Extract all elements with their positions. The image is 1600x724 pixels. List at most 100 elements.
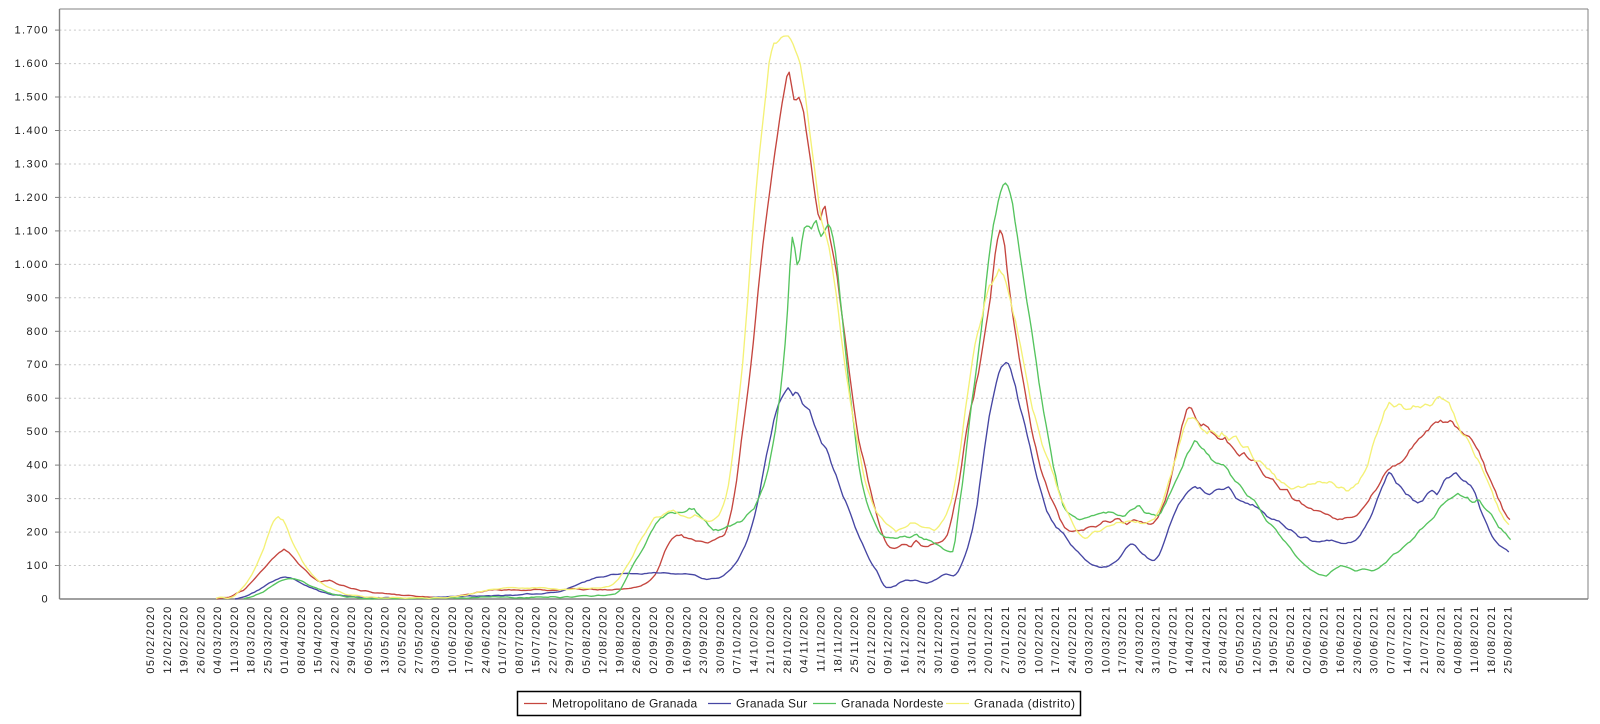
svg-text:09/06/2021: 09/06/2021: [1318, 606, 1330, 674]
svg-text:1.200: 1.200: [14, 192, 49, 204]
svg-text:11/11/2020: 11/11/2020: [816, 606, 828, 672]
svg-text:20/05/2020: 20/05/2020: [397, 606, 409, 674]
svg-text:800: 800: [26, 326, 49, 338]
svg-text:22/04/2020: 22/04/2020: [330, 606, 342, 674]
svg-text:24/03/2021: 24/03/2021: [1134, 606, 1146, 674]
svg-text:04/11/2020: 04/11/2020: [799, 606, 811, 673]
svg-text:23/09/2020: 23/09/2020: [698, 606, 710, 674]
svg-text:24/02/2021: 24/02/2021: [1067, 606, 1079, 674]
svg-text:01/07/2020: 01/07/2020: [497, 606, 509, 674]
svg-text:23/06/2021: 23/06/2021: [1352, 606, 1364, 674]
svg-text:900: 900: [26, 292, 49, 304]
svg-text:17/06/2020: 17/06/2020: [464, 606, 476, 674]
svg-text:30/09/2020: 30/09/2020: [715, 606, 727, 674]
svg-text:400: 400: [26, 460, 49, 472]
svg-text:100: 100: [26, 560, 49, 572]
svg-text:26/05/2021: 26/05/2021: [1285, 606, 1297, 674]
svg-text:29/07/2020: 29/07/2020: [564, 606, 576, 674]
svg-text:02/06/2021: 02/06/2021: [1302, 606, 1314, 674]
svg-text:21/10/2020: 21/10/2020: [765, 606, 777, 674]
svg-text:20/01/2021: 20/01/2021: [983, 606, 995, 674]
svg-text:28/07/2021: 28/07/2021: [1436, 606, 1448, 674]
svg-text:05/02/2020: 05/02/2020: [145, 606, 157, 674]
svg-text:14/10/2020: 14/10/2020: [749, 606, 761, 674]
svg-text:30/06/2021: 30/06/2021: [1369, 606, 1381, 674]
svg-text:Granada Sur: Granada Sur: [736, 697, 807, 711]
svg-text:31/03/2021: 31/03/2021: [1151, 606, 1163, 674]
svg-text:15/07/2020: 15/07/2020: [531, 606, 543, 674]
svg-text:500: 500: [26, 426, 49, 438]
svg-text:12/02/2020: 12/02/2020: [162, 606, 174, 674]
svg-text:1.700: 1.700: [14, 25, 49, 37]
svg-text:05/08/2020: 05/08/2020: [581, 606, 593, 674]
svg-text:22/07/2020: 22/07/2020: [547, 606, 559, 674]
svg-text:04/03/2020: 04/03/2020: [212, 606, 224, 674]
svg-text:16/12/2020: 16/12/2020: [899, 606, 911, 674]
svg-text:06/01/2021: 06/01/2021: [950, 606, 962, 674]
svg-text:27/05/2020: 27/05/2020: [413, 606, 425, 674]
svg-text:18/03/2020: 18/03/2020: [246, 606, 258, 674]
svg-text:17/03/2021: 17/03/2021: [1117, 606, 1129, 674]
svg-text:700: 700: [26, 359, 49, 371]
svg-text:19/08/2020: 19/08/2020: [614, 606, 626, 674]
svg-text:10/03/2021: 10/03/2021: [1100, 606, 1112, 674]
svg-text:1.500: 1.500: [14, 92, 49, 104]
svg-text:1.400: 1.400: [14, 125, 49, 137]
svg-text:03/03/2021: 03/03/2021: [1084, 606, 1096, 674]
svg-text:21/04/2021: 21/04/2021: [1201, 606, 1213, 674]
svg-text:30/12/2020: 30/12/2020: [933, 606, 945, 674]
svg-text:1.300: 1.300: [14, 159, 49, 171]
svg-text:0: 0: [41, 594, 49, 606]
svg-text:19/02/2020: 19/02/2020: [179, 606, 191, 674]
svg-text:21/07/2021: 21/07/2021: [1419, 606, 1431, 674]
svg-text:02/12/2020: 02/12/2020: [866, 606, 878, 674]
svg-text:08/04/2020: 08/04/2020: [296, 606, 308, 674]
svg-text:03/02/2021: 03/02/2021: [1017, 606, 1029, 674]
svg-text:12/05/2021: 12/05/2021: [1251, 606, 1263, 674]
svg-text:17/02/2021: 17/02/2021: [1050, 606, 1062, 674]
svg-text:24/06/2020: 24/06/2020: [480, 606, 492, 674]
svg-text:28/10/2020: 28/10/2020: [782, 606, 794, 674]
svg-text:200: 200: [26, 527, 49, 539]
svg-text:08/07/2020: 08/07/2020: [514, 606, 526, 674]
svg-text:14/07/2021: 14/07/2021: [1402, 606, 1414, 674]
svg-text:10/06/2020: 10/06/2020: [447, 606, 459, 674]
svg-text:27/01/2021: 27/01/2021: [1000, 606, 1012, 674]
svg-text:26/08/2020: 26/08/2020: [631, 606, 643, 674]
svg-text:18/08/2021: 18/08/2021: [1486, 606, 1498, 674]
svg-text:26/02/2020: 26/02/2020: [195, 606, 207, 674]
svg-text:09/09/2020: 09/09/2020: [665, 606, 677, 674]
svg-text:11/03/2020: 11/03/2020: [229, 606, 241, 673]
svg-text:25/08/2021: 25/08/2021: [1503, 606, 1515, 674]
svg-text:25/03/2020: 25/03/2020: [262, 606, 274, 674]
svg-text:11/08/2021: 11/08/2021: [1469, 606, 1481, 673]
svg-text:04/08/2021: 04/08/2021: [1452, 606, 1464, 674]
svg-text:300: 300: [26, 493, 49, 505]
svg-text:16/09/2020: 16/09/2020: [681, 606, 693, 674]
svg-text:02/09/2020: 02/09/2020: [648, 606, 660, 674]
svg-text:03/06/2020: 03/06/2020: [430, 606, 442, 674]
svg-text:Granada (distrito): Granada (distrito): [974, 697, 1075, 711]
svg-text:Metropolitano de Granada: Metropolitano de Granada: [552, 697, 698, 711]
svg-text:10/02/2021: 10/02/2021: [1033, 606, 1045, 674]
svg-text:16/06/2021: 16/06/2021: [1335, 606, 1347, 674]
svg-text:18/11/2020: 18/11/2020: [832, 606, 844, 673]
svg-text:07/10/2020: 07/10/2020: [732, 606, 744, 674]
svg-text:28/04/2021: 28/04/2021: [1218, 606, 1230, 674]
svg-text:1.000: 1.000: [14, 259, 49, 271]
svg-text:23/12/2020: 23/12/2020: [916, 606, 928, 674]
svg-text:25/11/2020: 25/11/2020: [849, 606, 861, 673]
svg-text:19/05/2021: 19/05/2021: [1268, 606, 1280, 674]
svg-text:01/04/2020: 01/04/2020: [279, 606, 291, 674]
svg-text:13/05/2020: 13/05/2020: [380, 606, 392, 674]
svg-text:15/04/2020: 15/04/2020: [313, 606, 325, 674]
svg-text:06/05/2020: 06/05/2020: [363, 606, 375, 674]
svg-text:1.600: 1.600: [14, 58, 49, 70]
svg-text:05/05/2021: 05/05/2021: [1235, 606, 1247, 674]
svg-text:13/01/2021: 13/01/2021: [966, 606, 978, 674]
svg-text:14/04/2021: 14/04/2021: [1184, 606, 1196, 674]
svg-text:07/07/2021: 07/07/2021: [1385, 606, 1397, 674]
svg-text:07/04/2021: 07/04/2021: [1168, 606, 1180, 674]
svg-text:1.100: 1.100: [14, 225, 49, 237]
svg-text:600: 600: [26, 393, 49, 405]
